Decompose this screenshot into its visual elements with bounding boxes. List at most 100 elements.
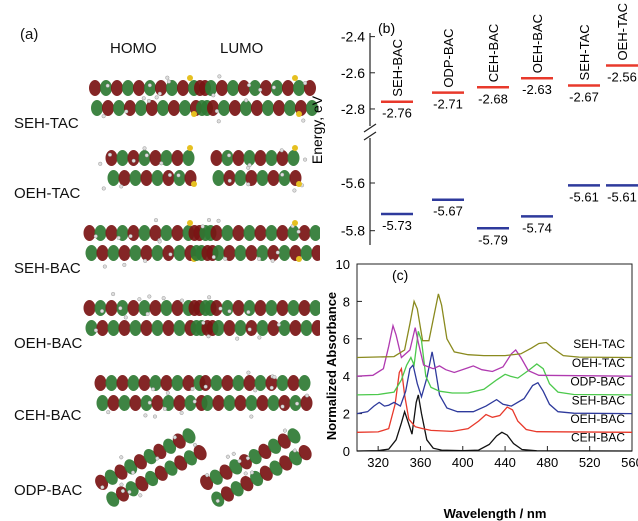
homo-value-label: -5.73 [382, 218, 412, 233]
compound-label: OEH-TAC [615, 3, 630, 61]
orbital-lobe [257, 320, 269, 336]
x-tick-label: 560 [621, 455, 638, 470]
atom [129, 234, 133, 238]
atom [119, 482, 124, 487]
atom [158, 92, 162, 96]
atom [148, 295, 152, 299]
orbital-lobe [202, 395, 214, 411]
orbital-lobe [119, 320, 131, 336]
y-tick-label: -2.8 [341, 101, 365, 117]
row-label-seh-tac: SEH-TAC [14, 115, 79, 132]
orbital-lobe [211, 150, 223, 166]
atom [247, 371, 251, 375]
atom [124, 316, 128, 320]
atom [124, 110, 128, 114]
atom [106, 410, 110, 414]
atom [102, 187, 106, 191]
orbital-lobe [130, 245, 142, 261]
y-tick-label: 0 [343, 444, 350, 459]
absorbance-chart: (c) Normalized Absorbance Wavelength / n… [300, 258, 638, 521]
x-tick-label: 360 [410, 455, 432, 470]
orbital-lobe [144, 80, 156, 96]
orbital-lobe [139, 150, 151, 166]
orbital-lobe [141, 170, 153, 186]
sulfur-atom [187, 220, 193, 226]
sulfur-atom [191, 111, 197, 117]
row-label-odp-bac: ODP-BAC [14, 482, 82, 499]
orbital-lobe [222, 225, 234, 241]
orbital-lobe [97, 320, 109, 336]
lumo-value-label: -2.56 [607, 70, 637, 85]
orbital-lobe [284, 100, 296, 116]
orbital-lobe [106, 225, 118, 241]
atom [106, 84, 110, 88]
lumo-value-label: -2.68 [478, 91, 508, 106]
orbital-lobe [279, 170, 291, 186]
y-tick-label: 2 [343, 407, 350, 422]
y-tick-label: -2.6 [341, 65, 365, 81]
orbital-lobe [106, 375, 118, 391]
atom [250, 415, 254, 419]
series-label-seh-tac: SEH-TAC [573, 337, 625, 351]
orbital-images [80, 58, 320, 521]
y-tick-label: 6 [343, 332, 350, 347]
orbital-lobe [224, 170, 236, 186]
atom [211, 94, 215, 98]
atom [204, 385, 208, 389]
orbital-lobe [102, 100, 114, 116]
atom [153, 415, 157, 419]
orbital-lobe [95, 375, 107, 391]
orbital-lobe [257, 170, 269, 186]
orbital-lobe [117, 150, 129, 166]
x-tick-label: 480 [537, 455, 559, 470]
orbital-lobe [150, 300, 162, 316]
orbital-lobe [189, 225, 201, 241]
orbital-lobe [122, 80, 134, 96]
atom [277, 323, 281, 327]
atom [218, 75, 222, 79]
orbital-lobe [266, 150, 278, 166]
row-label-oeh-tac: OEH-TAC [14, 185, 80, 202]
orbital-lobe [277, 150, 289, 166]
orbital-lobe [279, 395, 291, 411]
panel-a-label: (a) [20, 26, 38, 43]
atom [207, 334, 211, 338]
homo-orbital-image [89, 75, 213, 118]
orbital-lobe [233, 375, 245, 391]
orbital-lobe [191, 320, 203, 336]
orbital-lobe [268, 395, 280, 411]
atom [177, 174, 181, 178]
atom [273, 375, 277, 379]
orbital-lobe [211, 375, 223, 391]
atom [180, 299, 184, 303]
orbital-lobe [260, 80, 272, 96]
orbital-lobe [133, 80, 145, 96]
atom [94, 234, 98, 238]
row-label-oeh-bac: OEH-BAC [14, 335, 82, 352]
orbital-lobe [268, 170, 280, 186]
atom [163, 407, 167, 411]
atom [180, 411, 184, 415]
homo-value-label: -5.61 [569, 189, 599, 204]
atom [219, 307, 223, 311]
orbital-lobe [224, 395, 236, 411]
homo-orbital-image [95, 375, 208, 418]
orbital-lobe [202, 245, 214, 261]
orbital-lobe [255, 150, 267, 166]
atom [281, 405, 285, 409]
sulfur-atom [292, 220, 298, 226]
atom [207, 218, 211, 222]
orbital-lobe [255, 225, 267, 241]
atom [119, 455, 124, 460]
compound-label: SEH-TAC [577, 24, 592, 80]
x-tick-label: 520 [579, 455, 601, 470]
orbital-lobe [277, 300, 289, 316]
atom [143, 259, 147, 263]
atom [142, 97, 146, 101]
orbital-lobe [227, 80, 239, 96]
atom [191, 387, 195, 391]
orbital-lobe [161, 300, 173, 316]
orbital-lobe [200, 300, 212, 316]
sulfur-atom [187, 145, 193, 151]
orbital-lobe [238, 80, 250, 96]
